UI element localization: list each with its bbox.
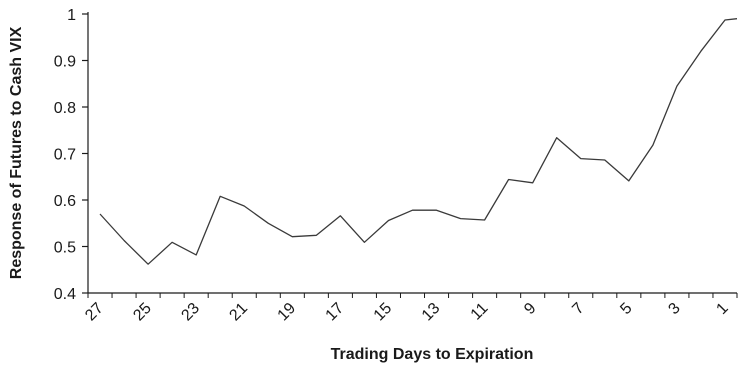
series-group (99, 18, 738, 265)
y-tick-label: 0.9 (54, 54, 76, 71)
x-tick-label: 19 (275, 300, 300, 325)
x-tick-label: 11 (468, 300, 492, 324)
x-tick-label: 21 (226, 300, 251, 325)
x-tick-label: 27 (82, 300, 107, 325)
x-tick-label: 15 (371, 300, 396, 325)
y-axis: 0.4 0.5 0.6 0.7 0.8 0.9 1 (54, 7, 89, 303)
y-tick-label: 0.8 (54, 100, 76, 117)
x-tick-label: 9 (521, 300, 539, 318)
x-tick-label: 13 (419, 300, 444, 325)
y-tick-label: 1 (67, 7, 76, 24)
x-tick-label: 25 (130, 300, 155, 325)
y-tick-label: 0.5 (54, 240, 76, 257)
y-tick-label: 0.6 (54, 193, 76, 210)
y-axis-title: Response of Futures to Cash VIX (8, 26, 25, 279)
y-tick-label: 0.7 (54, 147, 76, 164)
x-tick-label: 17 (323, 300, 348, 325)
x-tick-label: 7 (569, 300, 587, 318)
x-axis: 27 25 23 21 19 17 15 13 11 9 7 5 3 1 (82, 292, 738, 325)
series-line (99, 18, 738, 265)
x-tick-label: 23 (178, 300, 203, 325)
x-axis-title: Trading Days to Expiration (331, 346, 534, 363)
x-tick-label: 5 (617, 300, 635, 318)
x-tick-label: 3 (665, 300, 683, 318)
x-tick-label: 1 (713, 300, 731, 318)
y-tick-label: 0.4 (54, 286, 76, 303)
